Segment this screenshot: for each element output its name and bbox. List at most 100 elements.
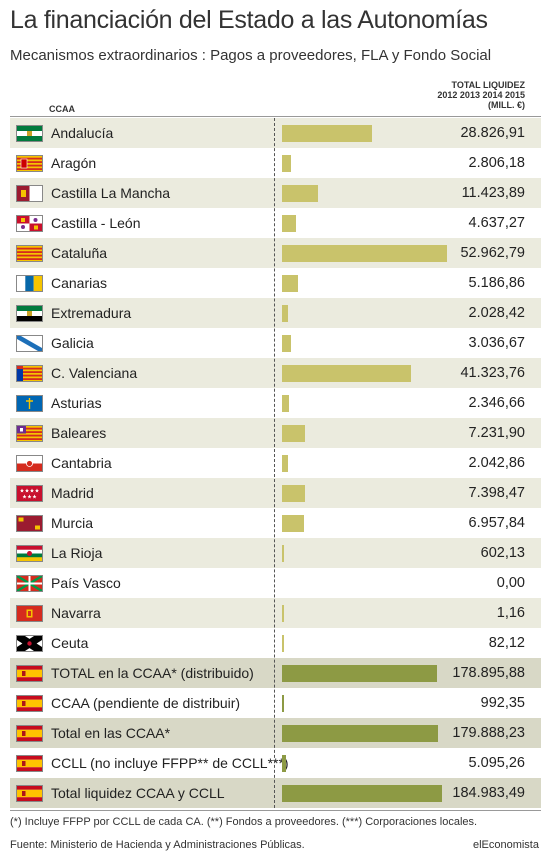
spain-flag-icon bbox=[16, 785, 43, 802]
category-label: Navarra bbox=[51, 605, 101, 621]
murcia-flag-icon bbox=[16, 515, 43, 532]
value-label: 3.036,67 bbox=[468, 335, 525, 351]
la-rioja-flag-icon bbox=[16, 545, 43, 562]
castilla-la-mancha-flag-icon bbox=[16, 185, 43, 202]
category-label: Asturias bbox=[51, 395, 102, 411]
table-row: Baleares 7.231,90 bbox=[10, 418, 541, 448]
value-label: 52.962,79 bbox=[460, 245, 525, 261]
value-label: 82,12 bbox=[488, 635, 525, 651]
footnote: (*) Incluye FFPP por CCLL de cada CA. (*… bbox=[10, 816, 478, 828]
value-label: 28.826,91 bbox=[460, 125, 525, 141]
bar bbox=[282, 485, 306, 502]
table-row: Andalucía 28.826,91 bbox=[10, 118, 541, 148]
column-header-total-line1: TOTAL LIQUIDEZ bbox=[451, 80, 526, 90]
asturias-flag-icon bbox=[16, 395, 43, 412]
value-label: 41.323,76 bbox=[460, 365, 525, 381]
spain-flag-icon bbox=[16, 695, 43, 712]
category-label: La Rioja bbox=[51, 545, 103, 561]
category-label: Total en las CCAA* bbox=[51, 725, 171, 741]
andalucia-flag-icon bbox=[16, 125, 43, 142]
table-row: Murcia 6.957,84 bbox=[10, 508, 541, 538]
aragon-flag-icon bbox=[16, 155, 43, 172]
galicia-flag-icon bbox=[16, 335, 43, 352]
table-row: CCLL (no incluye FFPP** de CCLL***) 5.095… bbox=[10, 748, 541, 778]
table-row: Total liquidez CCAA y CCLL 184.983,49 bbox=[10, 778, 541, 808]
table-row: Navarra 1,16 bbox=[10, 598, 541, 628]
bar bbox=[282, 155, 291, 172]
table-row: Aragón 2.806,18 bbox=[10, 148, 541, 178]
bar bbox=[282, 545, 284, 562]
table-row: Cataluña 52.962,79 bbox=[10, 238, 541, 268]
value-label: 7.398,47 bbox=[468, 485, 525, 501]
category-label: Aragón bbox=[51, 155, 97, 171]
category-label: C. Valenciana bbox=[51, 365, 138, 381]
category-label: Cataluña bbox=[51, 245, 108, 261]
bar bbox=[282, 275, 299, 292]
value-label: 179.888,23 bbox=[452, 725, 525, 741]
bar bbox=[282, 755, 287, 772]
brand-logo: elEconomista bbox=[472, 839, 539, 851]
value-label: 992,35 bbox=[480, 695, 525, 711]
category-label: Baleares bbox=[51, 425, 107, 441]
bar bbox=[282, 245, 447, 262]
bar bbox=[282, 125, 372, 142]
madrid-flag-icon bbox=[16, 485, 43, 502]
bar bbox=[282, 515, 304, 532]
category-label: Cantabria bbox=[51, 455, 112, 471]
extremadura-flag-icon bbox=[16, 305, 43, 322]
value-label: 5.095,26 bbox=[468, 755, 525, 771]
spain-flag-icon bbox=[16, 665, 43, 682]
bar bbox=[282, 365, 411, 382]
value-label: 1,16 bbox=[496, 605, 525, 621]
column-header-total-line2: 2012 2013 2014 2015 bbox=[437, 90, 525, 100]
column-header-total: TOTAL LIQUIDEZ 2012 2013 2014 2015 (MILL… bbox=[437, 80, 525, 110]
category-label: Canarias bbox=[51, 275, 108, 291]
category-label: Murcia bbox=[51, 515, 94, 531]
value-label: 178.895,88 bbox=[452, 665, 525, 681]
category-label: Ceuta bbox=[51, 635, 89, 651]
category-label: Total liquidez CCAA y CCLL bbox=[51, 785, 225, 801]
category-label: Castilla La Mancha bbox=[51, 185, 171, 201]
value-label: 11.423,89 bbox=[461, 185, 525, 201]
bar bbox=[282, 395, 290, 412]
bar bbox=[282, 305, 289, 322]
table-row: Madrid 7.398,47 bbox=[10, 478, 541, 508]
table-row: Extremadura 2.028,42 bbox=[10, 298, 541, 328]
category-label: País Vasco bbox=[51, 575, 121, 591]
value-label: 184.983,49 bbox=[452, 785, 525, 801]
value-label: 6.957,84 bbox=[468, 515, 525, 531]
cantabria-flag-icon bbox=[16, 455, 43, 472]
baleares-flag-icon bbox=[16, 425, 43, 442]
bar bbox=[282, 185, 318, 202]
bar bbox=[282, 605, 284, 622]
castilla-leon-flag-icon bbox=[16, 215, 43, 232]
bar bbox=[282, 455, 289, 472]
value-label: 5.186,86 bbox=[468, 275, 525, 291]
table-row: TOTAL en la CCAA* (distribuido) 178.895,8… bbox=[10, 658, 541, 688]
bar bbox=[282, 425, 305, 442]
pais-vasco-flag-icon bbox=[16, 575, 43, 592]
category-label: CCAA (pendiente de distribuir) bbox=[51, 695, 241, 711]
table-row: C. Valenciana 41.323,76 bbox=[10, 358, 541, 388]
table-row: CCAA (pendiente de distribuir) 992,35 bbox=[10, 688, 541, 718]
c-valenciana-flag-icon bbox=[16, 365, 43, 382]
column-header-total-line3: (MILL. €) bbox=[488, 100, 525, 110]
table-row: Castilla La Mancha 11.423,89 bbox=[10, 178, 541, 208]
chart-title: La financiación del Estado a las Autonom… bbox=[10, 6, 488, 34]
spain-flag-icon bbox=[16, 725, 43, 742]
category-label: Andalucía bbox=[51, 125, 114, 141]
navarra-flag-icon bbox=[16, 605, 43, 622]
dashed-divider bbox=[274, 118, 275, 808]
value-label: 602,13 bbox=[480, 545, 525, 561]
bar bbox=[282, 695, 284, 712]
value-label: 4.637,27 bbox=[468, 215, 525, 231]
table-row: La Rioja 602,13 bbox=[10, 538, 541, 568]
category-label: CCLL (no incluye FFPP** de CCLL***) bbox=[51, 755, 289, 771]
table-row: Canarias 5.186,86 bbox=[10, 268, 541, 298]
category-label: Galicia bbox=[51, 335, 94, 351]
bar bbox=[282, 725, 438, 742]
table-row: Cantabria 2.042,86 bbox=[10, 448, 541, 478]
category-label: Castilla - León bbox=[51, 215, 141, 231]
cataluna-flag-icon bbox=[16, 245, 43, 262]
value-label: 2.028,42 bbox=[468, 305, 525, 321]
